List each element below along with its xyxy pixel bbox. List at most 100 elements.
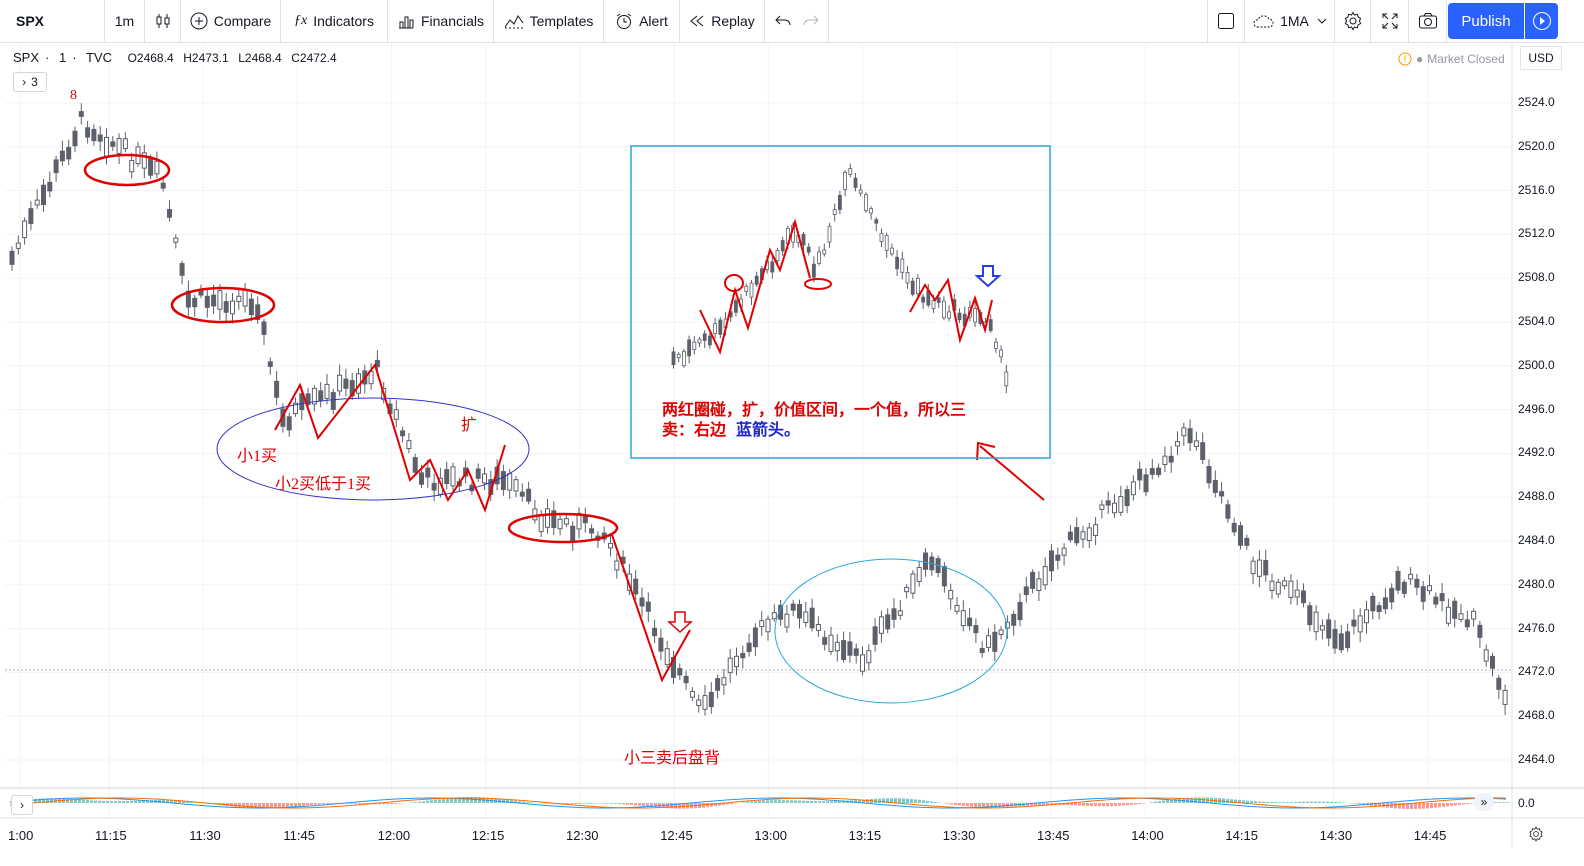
time-axis-label: 13:45 [1037,828,1070,843]
histogram-bar [966,803,969,807]
indicators-collapse-button[interactable]: › 3 [13,72,47,92]
templates-label: Templates [529,13,594,29]
histogram-bar [642,803,645,807]
histogram-bar [422,801,425,803]
publish-options-button[interactable] [1525,3,1558,39]
candle [633,569,639,600]
candle [1099,499,1105,519]
candle [1471,608,1477,627]
undo-icon[interactable] [774,14,791,28]
inset-note-line2: 卖：右边 蓝箭头。 [662,416,800,440]
chart-type-button[interactable] [145,0,181,42]
histogram-bar [1102,803,1105,807]
histogram-bar [514,800,517,803]
candle [236,288,242,310]
candle [608,534,613,557]
histogram-bar [1106,803,1109,807]
histogram-bar [94,800,97,803]
histogram-bar [1006,803,1009,807]
inset-candle [718,317,723,339]
candle [513,476,519,498]
histogram-bar [750,801,753,803]
histogram-bar [778,800,781,803]
interval-button[interactable]: 1m [105,0,145,42]
currency-button[interactable]: USD [1520,46,1562,70]
candle [815,616,821,637]
oscillator-scroll-button[interactable]: » [1474,793,1494,811]
inset-candle [947,305,951,322]
chart-legend[interactable]: SPX · 1 · TVC O2468.4 H2473.1 L2468.4 C247… [13,50,337,65]
candle [740,645,746,669]
candle [1408,567,1414,585]
candle [185,280,191,316]
candle [759,611,765,636]
macd-line [9,797,1507,809]
oscillator-left-arrow[interactable]: › [11,795,33,815]
histogram-bar [1190,797,1193,803]
redo-icon[interactable] [803,14,819,28]
indicators-button[interactable]: ƒx Indicators [281,0,388,42]
histogram-bar [890,798,893,803]
candle [967,608,973,631]
candle [841,631,847,663]
inset-candle [682,348,686,368]
market-status[interactable]: ● Market Closed [1398,52,1505,66]
chart-settings-button[interactable] [1528,826,1544,847]
histogram-bar [742,802,745,803]
histogram-bar [826,801,829,803]
histogram-bar [262,803,265,809]
financials-button[interactable]: Financials [388,0,494,42]
layout-name-button[interactable]: 1MA [1245,0,1335,42]
histogram-bar [1382,803,1385,808]
candle [1238,521,1243,550]
histogram-bar [798,800,801,803]
snapshot-button[interactable] [1409,0,1447,42]
candle [784,605,790,633]
candle [1219,482,1225,504]
candle [261,318,267,346]
candle [1364,600,1369,634]
histogram-bar [1170,799,1173,803]
histogram-bar [314,803,317,805]
candle [1193,431,1199,451]
histogram-bar [146,800,149,803]
chevron-right-icon: › [22,75,27,89]
inset-candle [832,203,837,222]
histogram-bar [1026,803,1029,806]
candle [1093,517,1099,546]
symbol-search-button[interactable]: SPX [0,0,105,42]
cyan-oval-annotation [774,558,1008,704]
publish-button[interactable]: Publish [1448,3,1524,39]
cloud-icon [1253,15,1274,28]
histogram-bar [862,799,865,803]
candle [482,467,487,491]
candle [1376,602,1382,620]
candle [891,598,897,629]
settings-button[interactable] [1335,0,1371,42]
candle [526,481,532,505]
histogram-bar [706,803,709,808]
histogram-bar [1082,803,1085,806]
templates-button[interactable]: Templates [494,0,604,42]
fullscreen-button[interactable] [1371,0,1409,42]
candle [822,630,828,651]
histogram-bar [1110,803,1113,807]
histogram-bar [614,803,617,804]
candle [860,646,865,676]
histogram-bar [1282,802,1285,803]
alert-button[interactable]: Alert [604,0,680,42]
replay-label: Replay [711,13,755,29]
histogram-bar [122,801,125,803]
red-circle-annotation [83,153,171,187]
candle [916,560,922,587]
fullscreen-layout-button[interactable] [1207,0,1245,42]
compare-button[interactable]: Compare [181,0,281,42]
histogram-bar [1326,801,1329,803]
histogram-bar [1086,803,1089,806]
time-axis-label: 14:30 [1319,828,1353,843]
inset-candle [874,217,879,231]
replay-button[interactable]: Replay [680,0,765,42]
candle [59,140,65,166]
zigzag-annotation [274,362,506,513]
